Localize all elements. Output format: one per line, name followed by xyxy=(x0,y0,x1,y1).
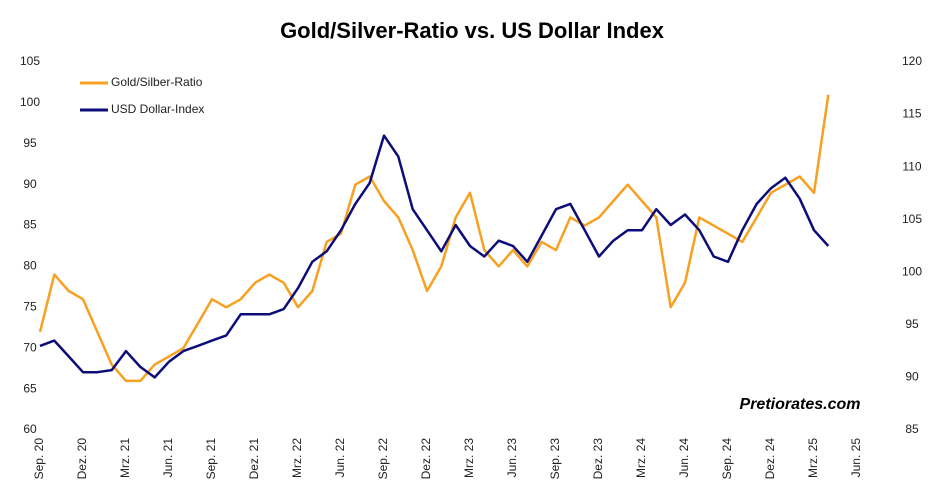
x-tick-label: Mrz. 24 xyxy=(634,438,648,478)
watermark: Pretiorates.com xyxy=(740,396,861,413)
x-tick-label: Jun. 22 xyxy=(333,438,347,478)
x-tick-label: Jun. 24 xyxy=(677,438,691,478)
x-tick-label: Mrz. 23 xyxy=(462,438,476,478)
y2-tick-label: 105 xyxy=(902,212,922,226)
y-tick-label: 100 xyxy=(20,95,40,109)
x-tick-label: Mrz. 21 xyxy=(118,438,132,478)
x-tick-label: Dez. 23 xyxy=(591,438,605,480)
y2-tick-label: 95 xyxy=(905,317,919,331)
chart-title: Gold/Silver-Ratio vs. US Dollar Index xyxy=(280,18,665,43)
x-tick-label: Dez. 22 xyxy=(419,438,433,480)
y2-tick-label: 120 xyxy=(902,54,922,68)
x-tick-label: Mrz. 22 xyxy=(290,438,304,478)
y-tick-label: 95 xyxy=(23,136,37,150)
y2-tick-label: 100 xyxy=(902,264,922,278)
y-tick-label: 70 xyxy=(23,340,37,354)
x-tick-label: Dez. 21 xyxy=(247,438,261,480)
y-tick-label: 60 xyxy=(23,422,37,436)
x-tick-label: Jun. 25 xyxy=(849,438,863,478)
y-tick-label: 90 xyxy=(23,177,37,191)
x-tick-label: Sep. 23 xyxy=(548,438,562,480)
x-tick-label: Mrz. 25 xyxy=(806,438,820,478)
y2-tick-label: 115 xyxy=(902,107,921,121)
y-tick-label: 80 xyxy=(23,259,37,273)
series-line xyxy=(39,134,830,379)
x-tick-label: Jun. 21 xyxy=(161,438,175,478)
x-tick-label: Dez. 24 xyxy=(763,438,777,480)
y-tick-label: 85 xyxy=(23,218,37,232)
x-tick-label: Sep. 22 xyxy=(376,438,390,480)
x-tick-label: Sep. 21 xyxy=(204,438,218,480)
y-tick-label: 105 xyxy=(20,54,40,68)
legend-label: Gold/Silber-Ratio xyxy=(111,75,203,89)
y2-tick-label: 110 xyxy=(902,159,921,173)
legend-label: USD Dollar-Index xyxy=(111,102,204,116)
x-tick-label: Jun. 23 xyxy=(505,438,519,478)
series-line xyxy=(38,94,830,383)
x-tick-label: Sep. 20 xyxy=(32,438,46,480)
y-tick-label: 75 xyxy=(23,300,37,314)
y-tick-label: 65 xyxy=(23,381,37,395)
x-tick-label: Dez. 20 xyxy=(75,438,89,480)
y2-tick-label: 85 xyxy=(905,422,919,436)
x-tick-label: Sep. 24 xyxy=(720,438,734,480)
y2-tick-label: 90 xyxy=(905,370,919,384)
